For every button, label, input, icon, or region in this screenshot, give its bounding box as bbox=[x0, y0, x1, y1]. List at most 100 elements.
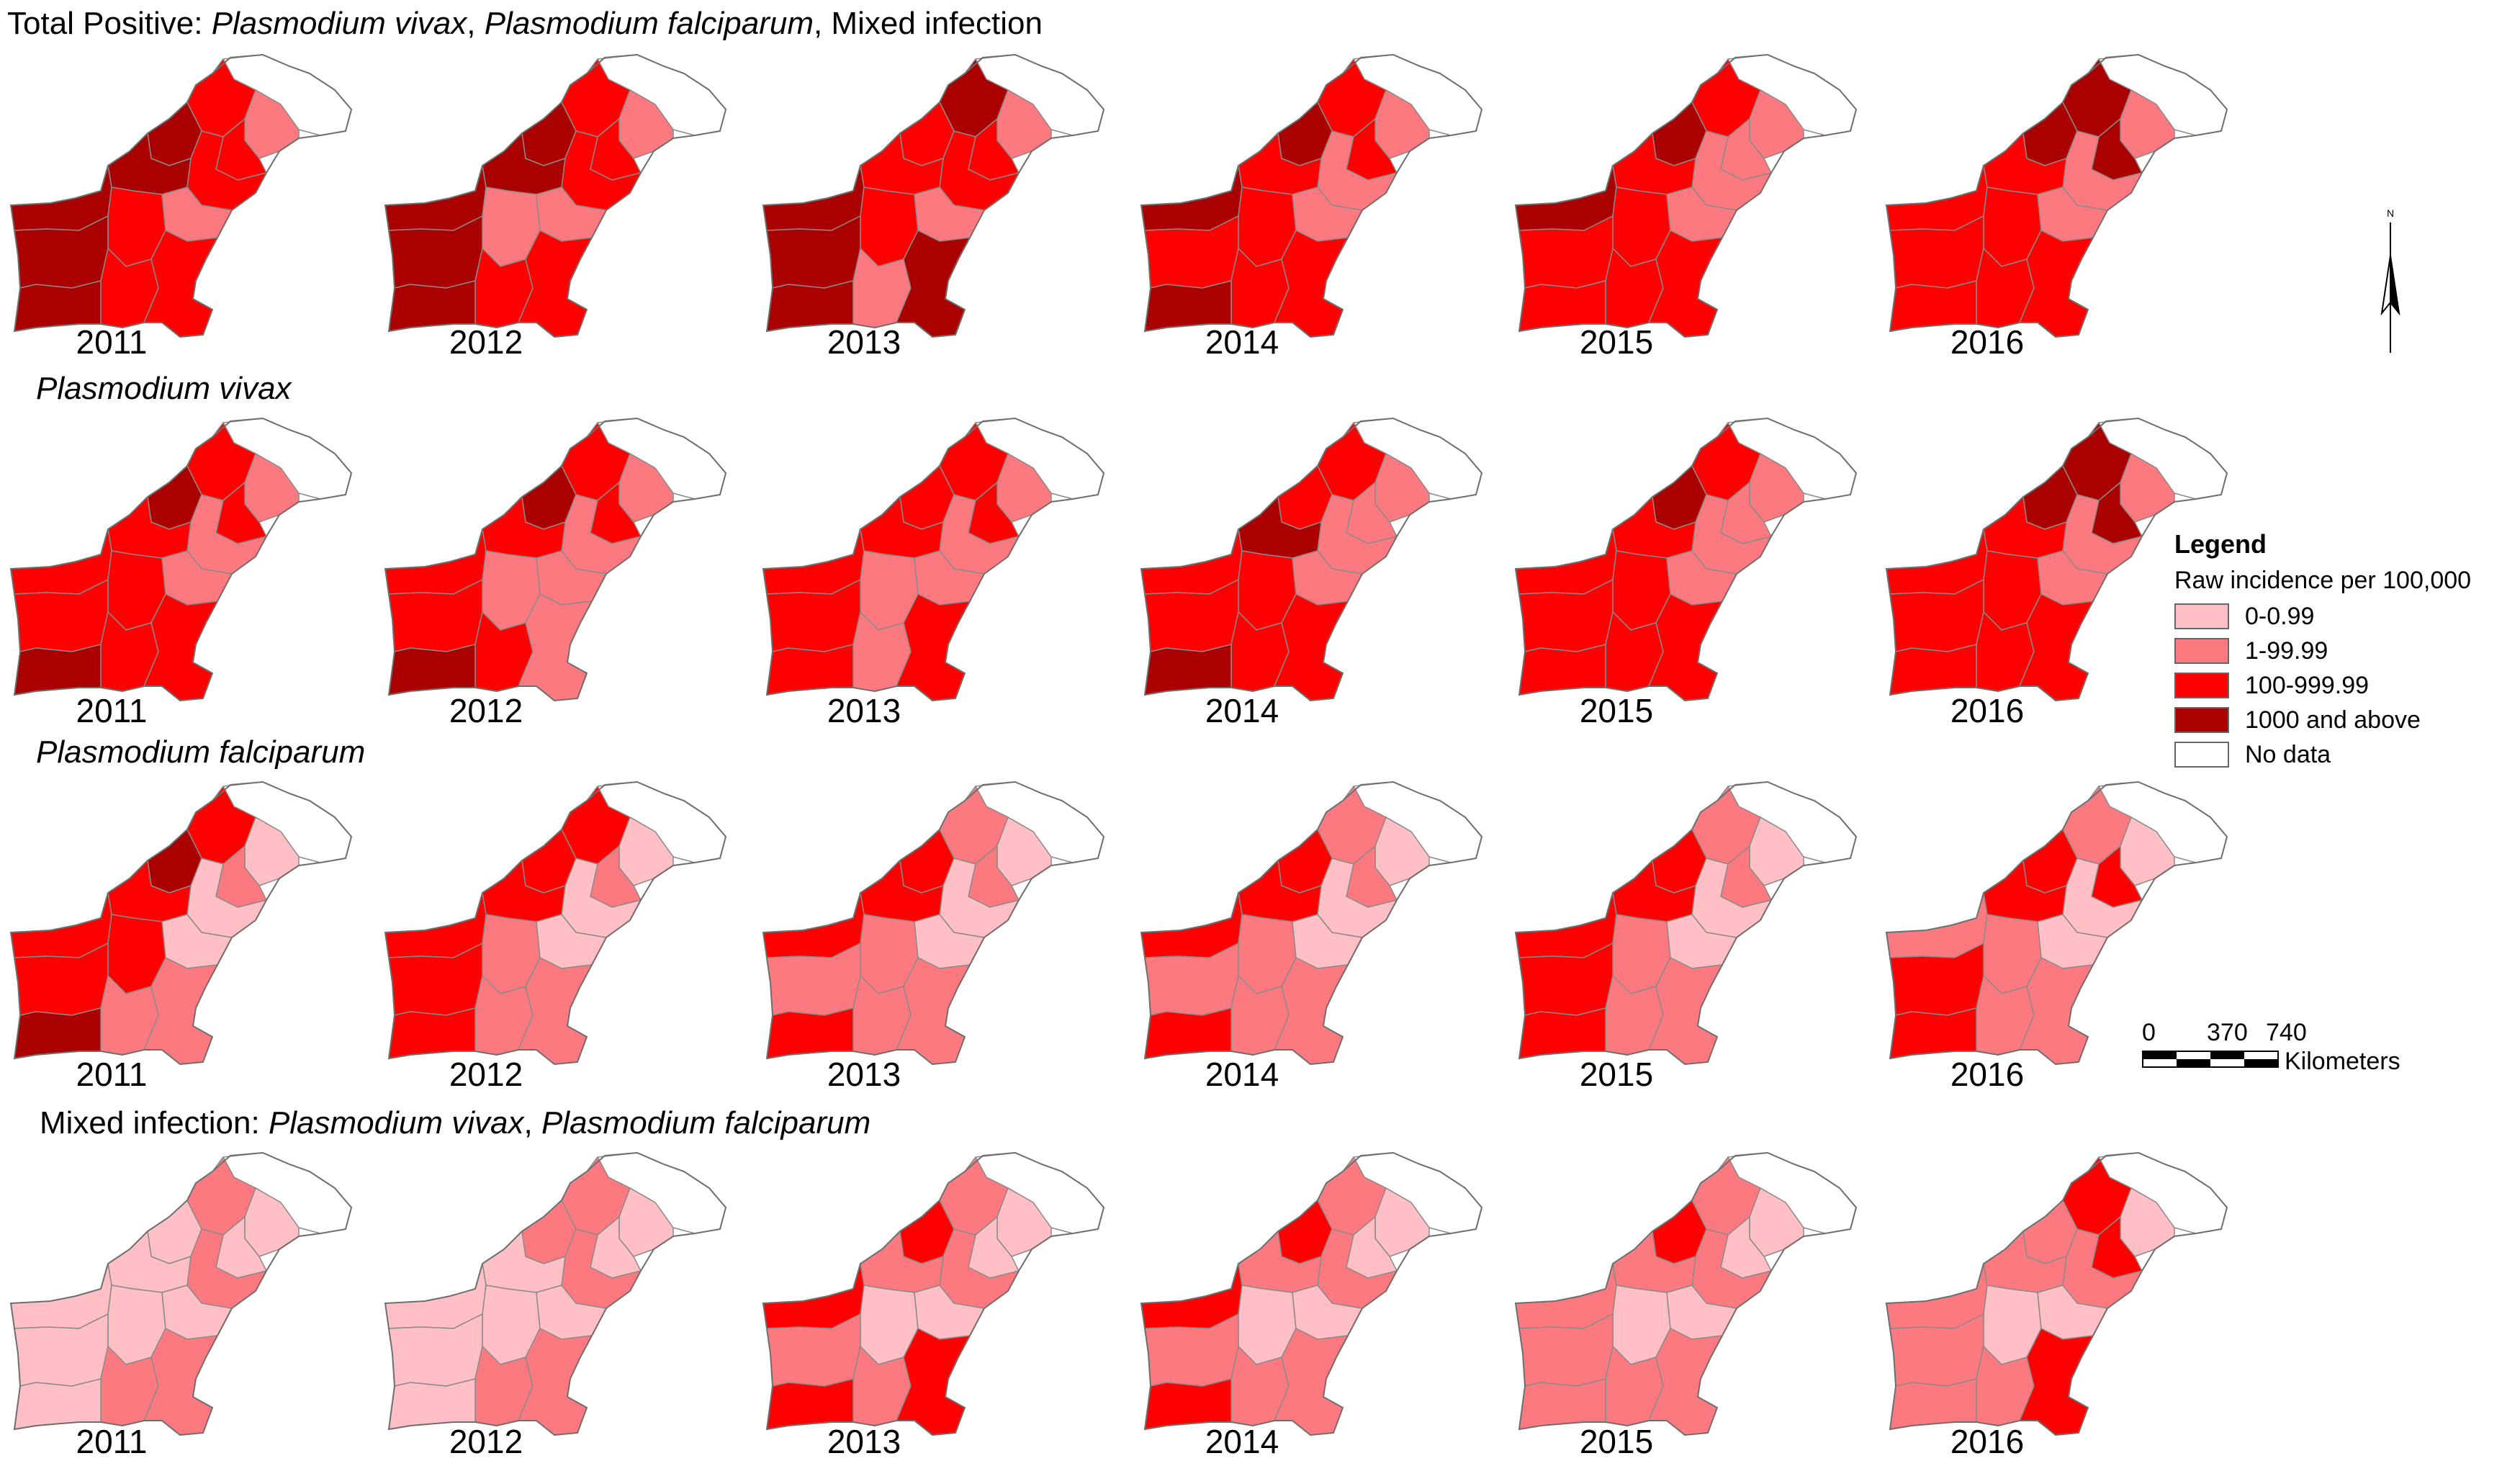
year-label: 2013 bbox=[827, 323, 901, 361]
legend-swatch bbox=[2174, 673, 2229, 698]
choropleth-map-mixed-2012 bbox=[384, 1151, 727, 1436]
map-region-baloch-w bbox=[1515, 529, 1617, 595]
choropleth-map-total-2015 bbox=[1514, 53, 1858, 338]
choropleth-map-mixed-2015 bbox=[1514, 1151, 1858, 1436]
year-label: 2012 bbox=[449, 323, 523, 361]
row-title-part: , Mixed infection bbox=[813, 6, 1043, 41]
map-region-baloch-w bbox=[1140, 1263, 1243, 1329]
country-outline bbox=[9, 53, 353, 338]
year-label: 2016 bbox=[1950, 323, 2025, 361]
country-outline bbox=[1514, 417, 1858, 702]
map-region-baloch-w bbox=[1886, 892, 1988, 958]
choropleth-map-falciparum-2016 bbox=[1885, 781, 2228, 1066]
choropleth-map-mixed-2016 bbox=[1885, 1151, 2228, 1436]
choropleth-map-vivax-2011 bbox=[9, 417, 353, 702]
year-label: 2011 bbox=[76, 323, 148, 361]
country-outline bbox=[384, 1151, 727, 1436]
scale-tick-740: 740 bbox=[2266, 1019, 2307, 1046]
legend-label: 1000 and above bbox=[2245, 706, 2421, 734]
row-title-part: Total Positive: bbox=[7, 6, 212, 41]
choropleth-map-vivax-2015 bbox=[1514, 417, 1858, 702]
scale-bar-graphic bbox=[2142, 1051, 2279, 1068]
country-outline bbox=[762, 417, 1105, 702]
year-label: 2012 bbox=[449, 692, 523, 729]
country-outline bbox=[1514, 53, 1858, 338]
map-region-baloch-w bbox=[762, 892, 865, 958]
legend-label: 1-99.99 bbox=[2245, 637, 2328, 665]
legend-label: 0-0.99 bbox=[2245, 602, 2315, 630]
legend-item: 0-0.99 bbox=[2174, 599, 2513, 634]
map-region-baloch-w bbox=[1515, 892, 1617, 958]
year-label: 2014 bbox=[1205, 1056, 1279, 1093]
legend-swatch bbox=[2174, 707, 2229, 733]
legend-title: Legend bbox=[2174, 529, 2267, 559]
country-outline bbox=[1885, 417, 2228, 702]
country-outline bbox=[1885, 1151, 2228, 1436]
map-region-baloch-w bbox=[1515, 1263, 1617, 1329]
country-outline bbox=[1140, 781, 1483, 1066]
country-outline bbox=[1514, 781, 1858, 1066]
country-outline bbox=[762, 781, 1105, 1066]
row-title-part: , bbox=[467, 6, 485, 41]
choropleth-map-total-2012 bbox=[384, 53, 727, 338]
choropleth-map-falciparum-2011 bbox=[9, 781, 353, 1066]
row-title-falciparum: Plasmodium falciparum bbox=[36, 734, 365, 770]
legend-item: No data bbox=[2174, 737, 2513, 772]
country-outline bbox=[762, 53, 1105, 338]
row-title-part: Plasmodium falciparum bbox=[541, 1105, 871, 1141]
year-label: 2015 bbox=[1579, 1423, 1654, 1460]
legend-swatch bbox=[2174, 603, 2229, 629]
legend-item: 1000 and above bbox=[2174, 703, 2513, 737]
choropleth-map-mixed-2014 bbox=[1140, 1151, 1483, 1436]
map-region-baloch-w bbox=[1886, 165, 1988, 231]
map-region-baloch-w bbox=[384, 1263, 487, 1329]
legend-swatch bbox=[2174, 638, 2229, 664]
year-label: 2015 bbox=[1579, 692, 1654, 729]
legend-item: 100-999.99 bbox=[2174, 668, 2513, 703]
row-title-part: Plasmodium vivax bbox=[211, 6, 467, 41]
choropleth-map-vivax-2014 bbox=[1140, 417, 1483, 702]
year-label: 2014 bbox=[1205, 323, 1279, 361]
map-region-baloch-w bbox=[10, 892, 112, 958]
country-outline bbox=[384, 53, 727, 338]
map-region-baloch-w bbox=[1515, 165, 1617, 231]
year-label: 2012 bbox=[449, 1423, 523, 1460]
choropleth-map-mixed-2013 bbox=[762, 1151, 1105, 1436]
country-outline bbox=[384, 781, 727, 1066]
year-label: 2011 bbox=[76, 1423, 148, 1460]
legend-item: 1-99.99 bbox=[2174, 634, 2513, 668]
year-label: 2013 bbox=[827, 1423, 901, 1460]
year-label: 2016 bbox=[1950, 692, 2025, 729]
country-outline bbox=[1885, 53, 2228, 338]
map-region-baloch-w bbox=[762, 165, 865, 231]
year-label: 2013 bbox=[827, 692, 901, 729]
country-outline bbox=[1140, 1151, 1483, 1436]
scale-tick-370: 370 bbox=[2207, 1019, 2248, 1046]
choropleth-map-vivax-2016 bbox=[1885, 417, 2228, 702]
country-outline bbox=[9, 417, 353, 702]
map-region-baloch-w bbox=[762, 529, 865, 595]
choropleth-map-mixed-2011 bbox=[9, 1151, 353, 1436]
country-outline bbox=[1514, 1151, 1858, 1436]
choropleth-map-vivax-2013 bbox=[762, 417, 1105, 702]
year-label: 2013 bbox=[827, 1056, 901, 1093]
legend-swatch bbox=[2174, 742, 2229, 768]
map-region-baloch-w bbox=[1140, 529, 1243, 595]
row-title-total: Total Positive: Plasmodium vivax, Plasmo… bbox=[7, 6, 1043, 42]
year-label: 2015 bbox=[1579, 1056, 1654, 1093]
map-region-baloch-w bbox=[1886, 1263, 1988, 1329]
year-label: 2014 bbox=[1205, 1423, 1279, 1460]
year-label: 2015 bbox=[1579, 323, 1654, 361]
legend-subtitle: Raw incidence per 100,000 bbox=[2174, 567, 2472, 594]
map-region-baloch-w bbox=[1140, 165, 1243, 231]
choropleth-map-vivax-2012 bbox=[384, 417, 727, 702]
row-title-part: Plasmodium falciparum bbox=[36, 734, 366, 770]
row-title-part: Plasmodium falciparum bbox=[484, 6, 814, 41]
country-outline bbox=[384, 417, 727, 702]
map-region-baloch-w bbox=[10, 529, 112, 595]
country-outline bbox=[762, 1151, 1105, 1436]
year-label: 2014 bbox=[1205, 692, 1279, 729]
row-title-part: Plasmodium vivax bbox=[268, 1105, 524, 1141]
map-region-baloch-w bbox=[384, 892, 487, 958]
